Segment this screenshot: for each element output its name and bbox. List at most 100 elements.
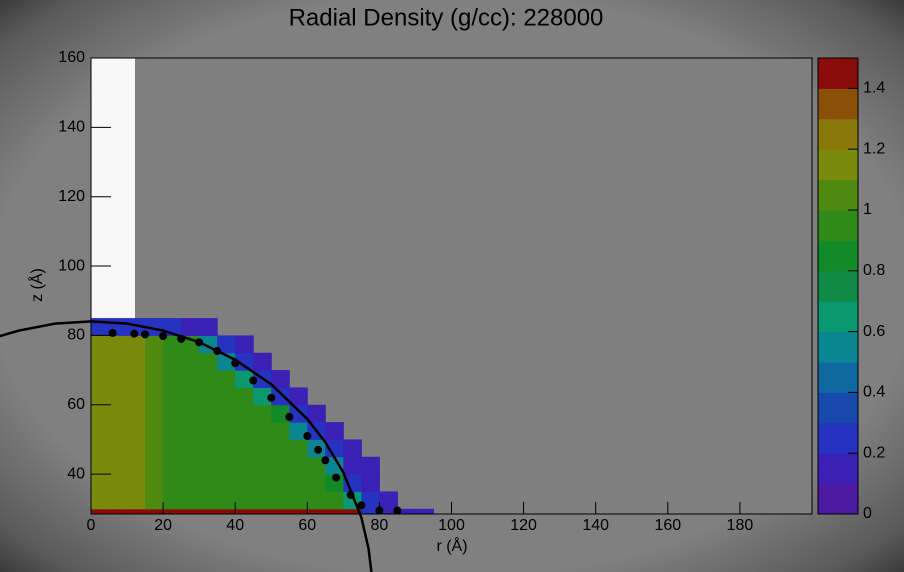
heatmap-cell xyxy=(307,404,326,423)
colorbar-tick-label: 1 xyxy=(863,201,872,218)
heatmap-cell xyxy=(109,422,128,440)
heatmap-cell xyxy=(145,491,164,510)
heatmap-cell xyxy=(91,352,110,371)
heatmap-cell xyxy=(253,508,272,515)
heatmap-cell xyxy=(127,404,146,423)
boundary-point xyxy=(346,490,355,499)
heatmap-cell xyxy=(307,474,326,492)
heatmap-cell xyxy=(217,508,236,515)
heatmap-cell xyxy=(163,352,182,371)
colorbar-tick-label: 0.4 xyxy=(863,384,885,401)
heatmap-cell xyxy=(109,491,128,510)
heatmap-cell xyxy=(181,456,200,475)
colorbar-swatch xyxy=(818,301,858,333)
heatmap-cell xyxy=(145,318,164,336)
x-tick-label: 180 xyxy=(727,517,754,534)
heatmap xyxy=(91,318,434,515)
x-tick-label: 100 xyxy=(438,517,465,534)
heatmap-cell xyxy=(127,491,146,510)
heatmap-cell xyxy=(271,404,290,423)
heatmap-cell xyxy=(145,422,164,440)
heatmap-cell xyxy=(217,335,236,354)
colorbar-swatch xyxy=(818,88,858,120)
x-tick-label: 160 xyxy=(654,517,681,534)
heatmap-cell xyxy=(289,456,308,475)
heatmap-cell xyxy=(145,456,164,475)
colorbar-tick-label: 0.2 xyxy=(863,444,885,461)
heatmap-cell xyxy=(343,456,362,475)
heatmap-cell xyxy=(217,422,236,440)
y-tick-label: 60 xyxy=(67,396,85,413)
heatmap-cell xyxy=(361,456,380,475)
heatmap-cell xyxy=(127,352,146,371)
boundary-point xyxy=(141,330,150,339)
chart-title: Radial Density (g/cc): 228000 xyxy=(289,4,604,31)
heatmap-cell xyxy=(379,508,398,515)
heatmap-cell xyxy=(181,352,200,371)
heatmap-cell xyxy=(145,352,164,371)
heatmap-cell xyxy=(145,335,164,354)
heatmap-cell xyxy=(289,439,308,458)
heatmap-cell xyxy=(235,439,254,458)
heatmap-cell xyxy=(91,370,110,388)
colorbar-tick-label: 0 xyxy=(863,505,872,522)
heatmap-cell xyxy=(199,387,218,406)
heatmap-cell xyxy=(127,508,146,515)
heatmap-cell xyxy=(235,491,254,510)
heatmap-cell xyxy=(271,508,290,515)
boundary-point xyxy=(285,412,294,421)
colorbar-swatch xyxy=(818,179,858,211)
heatmap-cell xyxy=(91,335,110,354)
heatmap-cell xyxy=(199,404,218,423)
boundary-point xyxy=(177,334,186,343)
heatmap-cell xyxy=(199,456,218,475)
y-tick-label: 140 xyxy=(58,119,85,136)
heatmap-cell xyxy=(289,404,308,423)
heatmap-cell xyxy=(307,456,326,475)
heatmap-cell xyxy=(163,404,182,423)
colorbar-swatch xyxy=(818,149,858,181)
heatmap-cell xyxy=(109,439,128,458)
heatmap-cell xyxy=(199,491,218,510)
heatmap-cell xyxy=(199,439,218,458)
heatmap-cell xyxy=(163,387,182,406)
heatmap-cell xyxy=(181,404,200,423)
heatmap-cell xyxy=(109,387,128,406)
heatmap-cell xyxy=(91,439,110,458)
heatmap-cell xyxy=(181,474,200,492)
heatmap-cell xyxy=(271,422,290,440)
colorbar-swatch xyxy=(818,270,858,302)
heatmap-cell xyxy=(271,370,290,388)
heatmap-cell xyxy=(181,318,200,336)
colorbar-swatch xyxy=(818,422,858,454)
heatmap-cell xyxy=(325,439,344,458)
heatmap-cell xyxy=(397,508,416,515)
heatmap-cell xyxy=(91,508,110,515)
heatmap-cell xyxy=(199,422,218,440)
heatmap-cell xyxy=(343,508,362,515)
colorbar-swatch xyxy=(818,118,858,150)
heatmap-cell xyxy=(145,508,164,515)
heatmap-cell xyxy=(163,422,182,440)
y-tick-label: 80 xyxy=(67,327,85,344)
heatmap-cell xyxy=(181,422,200,440)
colorbar-swatch xyxy=(818,331,858,363)
colorbar-swatch xyxy=(818,392,858,424)
heatmap-cell xyxy=(217,439,236,458)
heatmap-cell xyxy=(325,508,344,515)
x-tick-label: 140 xyxy=(582,517,609,534)
heatmap-cell xyxy=(199,508,218,515)
x-tick-label: 120 xyxy=(510,517,537,534)
heatmap-cell xyxy=(181,370,200,388)
heatmap-cell xyxy=(109,456,128,475)
heatmap-cell xyxy=(145,387,164,406)
heatmap-cell xyxy=(181,387,200,406)
boundary-point xyxy=(303,431,312,440)
heatmap-cell xyxy=(361,491,380,510)
heatmap-cell xyxy=(109,335,128,354)
heatmap-cell xyxy=(307,508,326,515)
heatmap-cell xyxy=(325,456,344,475)
heatmap-cell xyxy=(361,508,380,515)
heatmap-cell xyxy=(289,422,308,440)
